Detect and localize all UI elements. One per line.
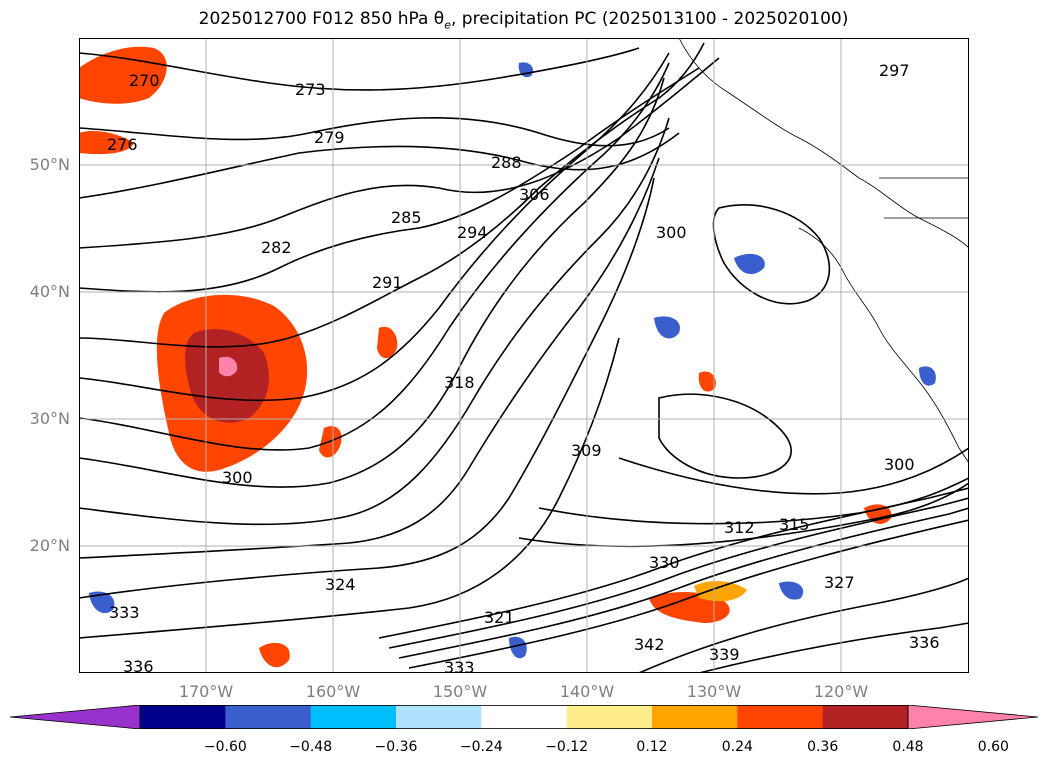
lon-label-120w: 120°W xyxy=(813,682,869,701)
contour-label: 336 xyxy=(123,657,154,673)
lon-label-140w: 140°W xyxy=(559,682,615,701)
map-title: 2025012700 F012 850 hPa θe, precipitatio… xyxy=(0,9,1047,31)
title-theta-sub: e xyxy=(444,18,451,32)
contour-label: 294 xyxy=(457,223,488,242)
colorbar-extend-high xyxy=(907,705,1038,729)
contour-label: 288 xyxy=(491,153,522,172)
contour-label: 324 xyxy=(325,575,356,594)
contour-label: 309 xyxy=(571,441,602,460)
colorbar-tick-label: −0.12 xyxy=(545,739,589,755)
title-prefix: 2025012700 F012 850 hPa xyxy=(198,9,434,29)
title-suffix: , precipitation PC (2025013100 - 2025020… xyxy=(450,9,849,29)
lat-label-50n: 50°N xyxy=(29,155,70,174)
contour-label: 333 xyxy=(109,603,140,622)
colorbar-tick-label: −0.48 xyxy=(289,739,333,755)
colorbar-cell xyxy=(481,705,568,729)
colorbar-cell xyxy=(225,705,312,729)
contour-label: 300 xyxy=(884,455,915,474)
lon-label-170w: 170°W xyxy=(178,682,234,701)
contour-label: 339 xyxy=(709,645,740,664)
contour-label: 333 xyxy=(444,658,475,673)
colorbar-cell xyxy=(140,705,226,729)
contour-label: 282 xyxy=(261,238,292,257)
contour-label: 306 xyxy=(519,185,550,204)
graticule xyxy=(79,38,969,673)
colorbar-tick-label: 0.60 xyxy=(977,739,1009,755)
contour-label: 321 xyxy=(484,608,515,627)
contour-label: 300 xyxy=(222,468,253,487)
colorbar-tick-label: 0.24 xyxy=(721,739,753,755)
lon-label-130w: 130°W xyxy=(686,682,742,701)
colorbar-tick-label: 0.36 xyxy=(807,739,839,755)
contour-labels: 270 273 276 279 282 285 288 291 294 297 … xyxy=(107,61,940,673)
map-panel: 270 273 276 279 282 285 288 291 294 297 … xyxy=(79,38,969,673)
theta-e-contours xyxy=(79,42,969,673)
contour-label: 291 xyxy=(372,273,403,292)
contour-label: 336 xyxy=(909,633,940,652)
contour-label: 312 xyxy=(724,518,755,537)
lon-label-160w: 160°W xyxy=(305,682,361,701)
contour-label: 318 xyxy=(444,373,475,392)
colorbar-cell xyxy=(822,705,909,729)
coastlines xyxy=(678,38,969,464)
contour-label: 327 xyxy=(824,573,855,592)
colorbar-tick-label: −0.24 xyxy=(459,739,503,755)
contour-label: 342 xyxy=(634,635,665,654)
colorbar-tick-label: 0.12 xyxy=(636,739,668,755)
colorbar-cell xyxy=(652,705,738,729)
lat-label-30n: 30°N xyxy=(29,409,70,428)
contour-label: 300 xyxy=(656,223,687,242)
lon-label-150w: 150°W xyxy=(432,682,488,701)
lat-label-20n: 20°N xyxy=(29,536,70,555)
colorbar-frame xyxy=(139,705,909,729)
colorbar-tick-label: −0.60 xyxy=(203,739,247,755)
colorbar-cell xyxy=(396,705,482,729)
contour-label: 279 xyxy=(314,128,345,147)
contour-label: 270 xyxy=(129,71,160,90)
title-theta: θ xyxy=(433,9,445,29)
contour-label: 273 xyxy=(295,80,326,99)
colorbar-tick-label: −0.36 xyxy=(374,739,418,755)
contour-label: 276 xyxy=(107,135,138,154)
contour-label: 297 xyxy=(879,61,910,80)
colorbar xyxy=(10,705,1038,729)
colorbar-cell xyxy=(310,705,397,729)
contour-label: 315 xyxy=(779,515,810,534)
lat-label-40n: 40°N xyxy=(29,282,70,301)
colorbar-cell xyxy=(737,705,824,729)
colorbar-cell xyxy=(566,705,653,729)
contour-label: 285 xyxy=(391,208,422,227)
colorbar-extend-low xyxy=(10,705,141,729)
colorbar-tick-label: 0.48 xyxy=(892,739,924,755)
contour-label: 330 xyxy=(649,553,680,572)
